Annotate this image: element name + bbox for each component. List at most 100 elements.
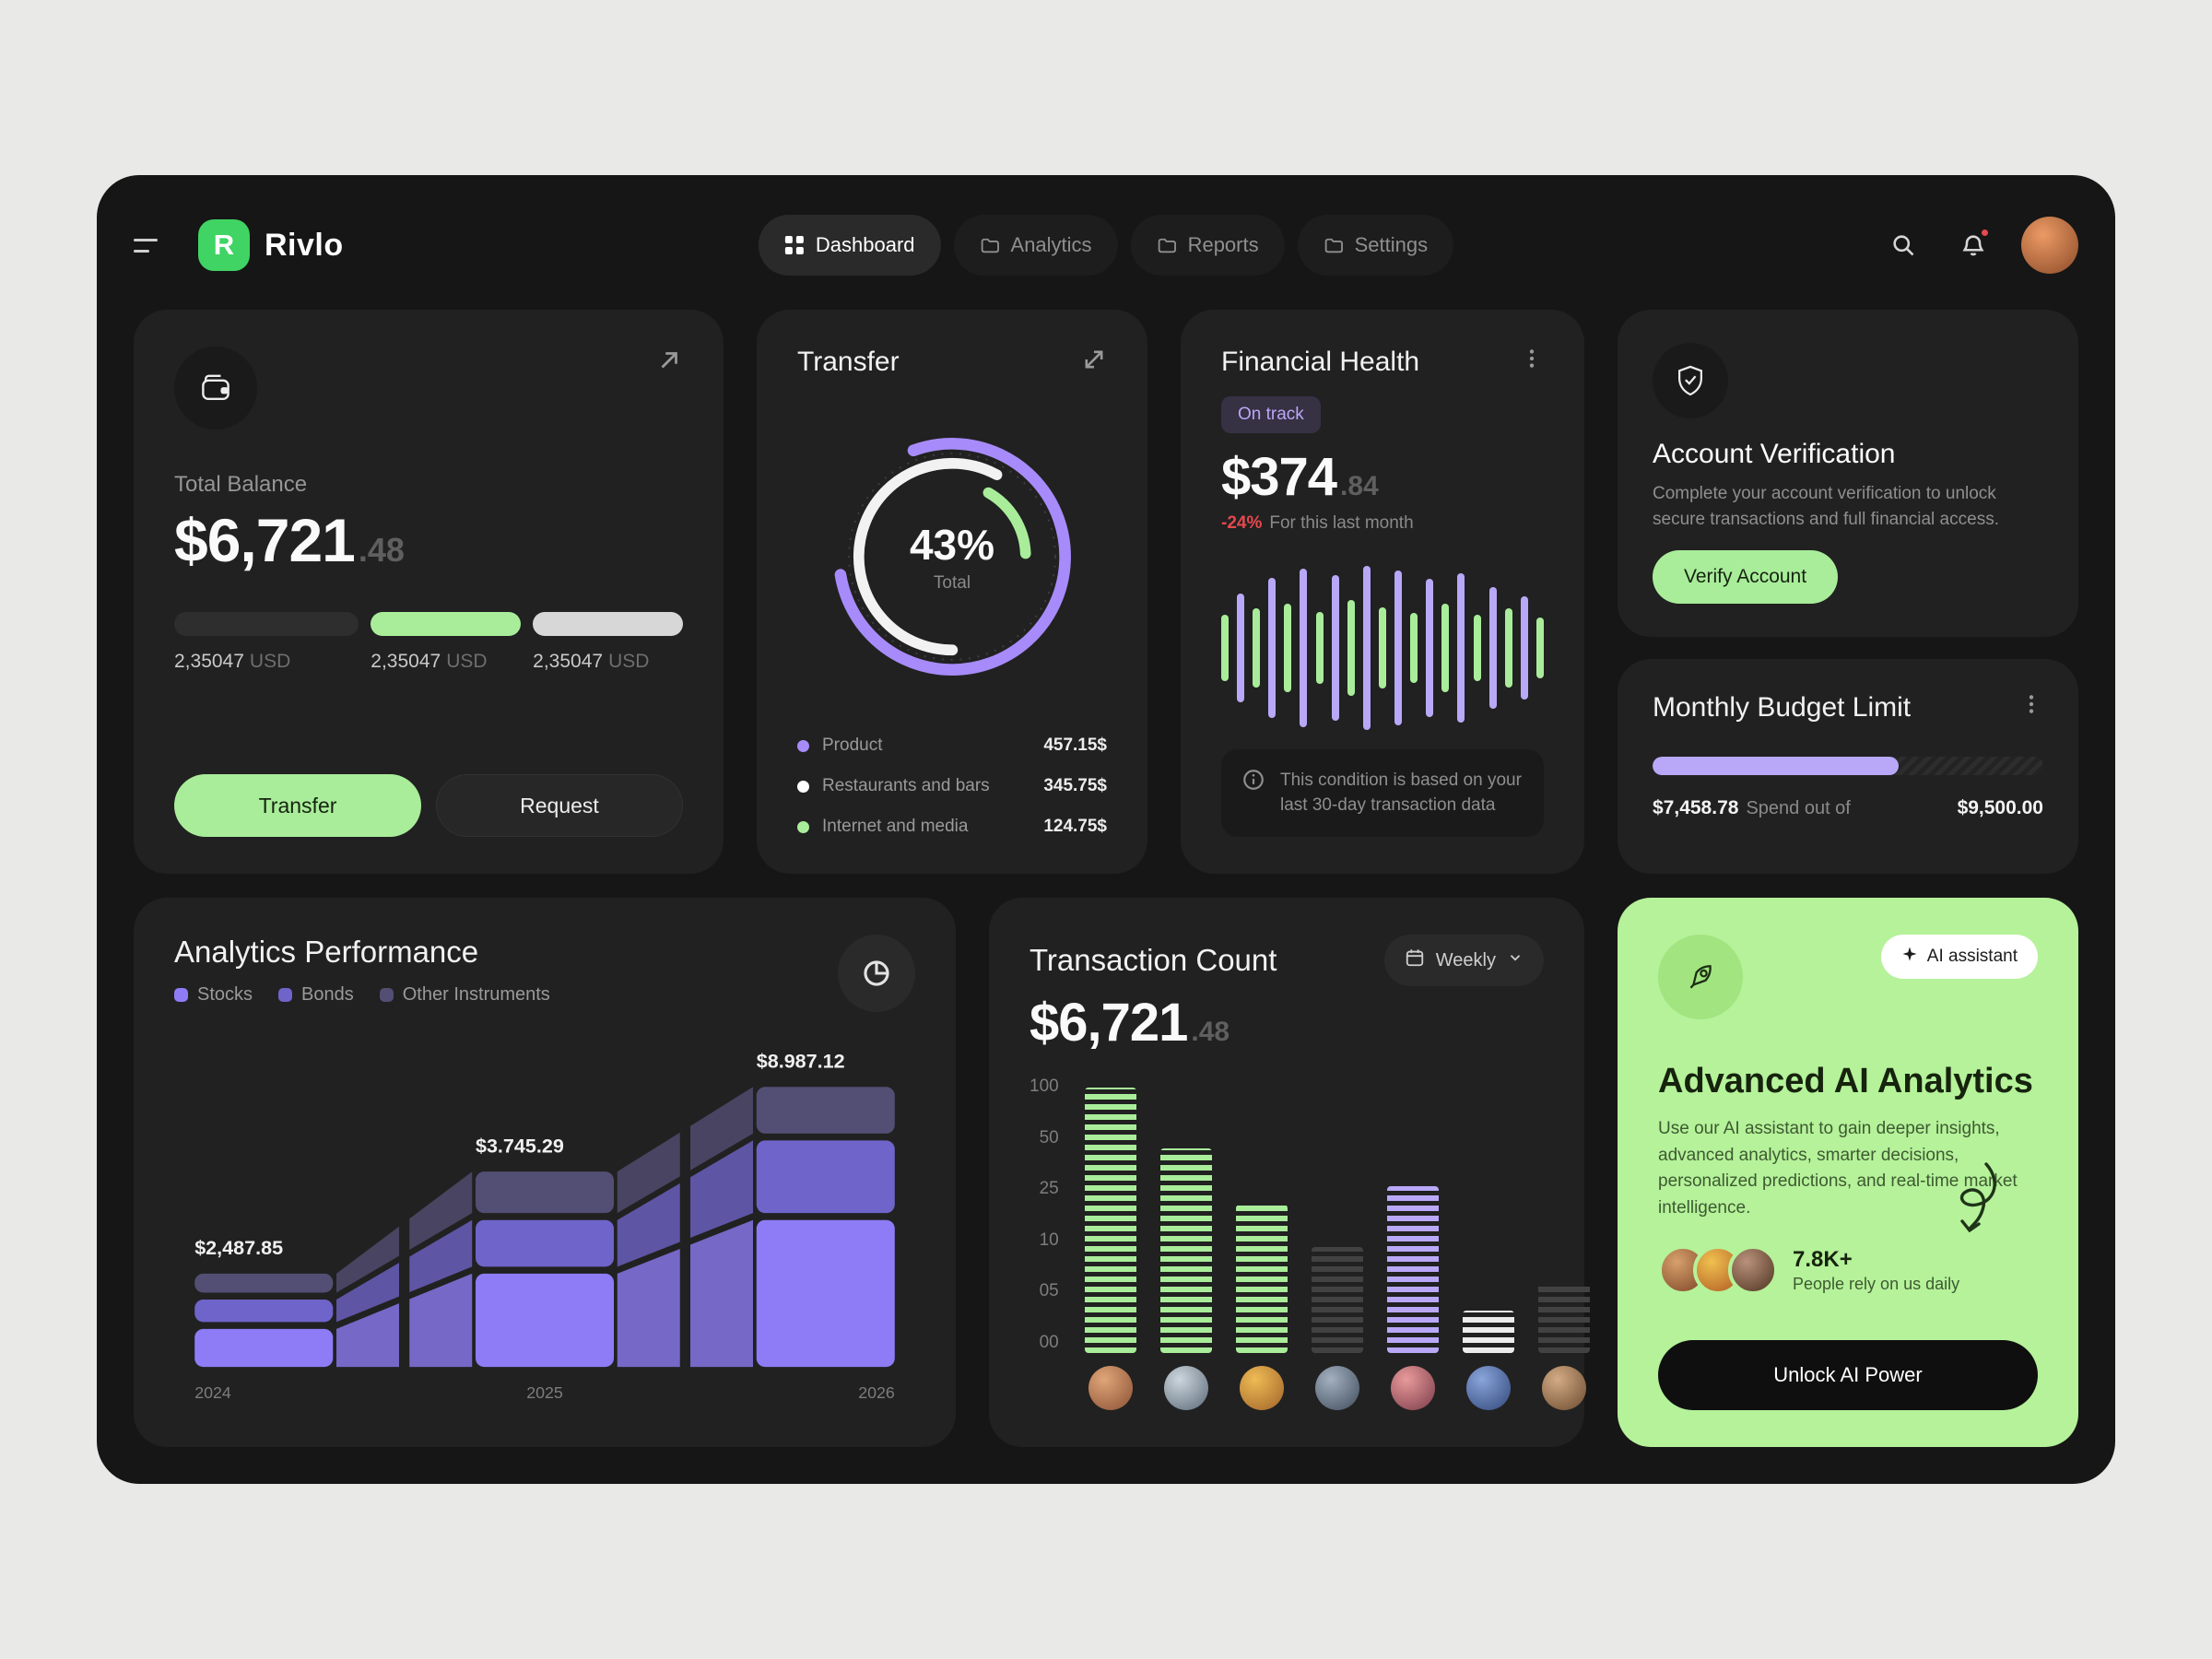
transaction-column	[1537, 1282, 1590, 1410]
tab-reports[interactable]: Reports	[1130, 215, 1285, 276]
wave-bar	[1284, 604, 1292, 692]
transactions-title: Transaction Count	[1030, 943, 1277, 977]
kebab-menu-icon[interactable]	[1520, 347, 1544, 375]
wave-bar	[1362, 566, 1371, 730]
wave-bar	[1410, 613, 1418, 683]
donut-caption: Total	[933, 573, 971, 593]
segment-value: 2,35047 USD	[533, 651, 650, 672]
profile-avatar[interactable]	[2021, 217, 2078, 274]
rocket-icon	[1658, 935, 1743, 1019]
wave-bar	[1457, 573, 1465, 723]
notification-dot	[1979, 227, 1991, 239]
analytics-performance-card: Analytics Performance Stocks Bonds Other I…	[134, 898, 956, 1447]
request-button[interactable]: Request	[436, 774, 683, 837]
wave-bar	[1378, 607, 1386, 688]
ai-analytics-card: AI assistant Advanced AI Analytics Use o…	[1618, 898, 2078, 1447]
wallet-icon	[174, 347, 257, 429]
transaction-count-card: Transaction Count Weekly $6,721.48	[989, 898, 1590, 1447]
logo-mark: R	[198, 219, 250, 271]
transfer-card: Transfer 43%	[757, 310, 1147, 874]
tab-label: Analytics	[1010, 233, 1092, 256]
svg-text:2024: 2024	[194, 1383, 231, 1402]
legend-item: Restaurants and bars 345.75$	[797, 776, 1107, 796]
wave-bar	[1237, 594, 1245, 702]
tab-analytics[interactable]: Analytics	[953, 215, 1118, 276]
top-nav: R Rivlo Dashboard Analytics	[134, 203, 2078, 288]
budget-limit: $9,500.00	[1957, 797, 2043, 819]
y-tick: 25	[1039, 1179, 1059, 1199]
info-icon	[1241, 768, 1265, 796]
verify-account-button[interactable]: Verify Account	[1653, 550, 1839, 605]
unlock-ai-button[interactable]: Unlock AI Power	[1658, 1340, 2038, 1410]
total-balance-card: Total Balance $6,721.48 2,35047 USD 2,350…	[134, 310, 724, 874]
kebab-menu-icon[interactable]	[2019, 692, 2043, 721]
open-arrow-icon[interactable]	[655, 347, 683, 379]
transfer-button[interactable]: Transfer	[174, 774, 421, 837]
transfer-title: Transfer	[797, 347, 900, 377]
sparkle-icon	[1901, 946, 1918, 968]
y-tick: 50	[1039, 1127, 1059, 1147]
budget-spent: $7,458.78 Spend out of	[1653, 797, 1851, 819]
user-avatar[interactable]	[1390, 1366, 1435, 1410]
shield-icon	[1653, 343, 1728, 418]
legend-value: 345.75$	[1043, 776, 1107, 795]
wave-bar	[1441, 604, 1450, 692]
folder-icon	[1324, 235, 1344, 255]
ai-stat-caption: People rely on us daily	[1793, 1274, 1960, 1293]
user-avatar[interactable]	[1239, 1366, 1284, 1410]
budget-progress-fill	[1653, 757, 1900, 776]
segment-light	[533, 612, 683, 636]
user-avatar[interactable]	[1465, 1366, 1511, 1410]
balance-amount: $6,721.48	[174, 506, 405, 574]
svg-text:2025: 2025	[526, 1383, 563, 1402]
arrow-doodle	[1938, 1159, 2012, 1252]
user-avatar[interactable]	[1163, 1366, 1208, 1410]
status-badge: On track	[1221, 396, 1321, 433]
brand-name: Rivlo	[265, 227, 344, 263]
ai-avatars	[1658, 1245, 1778, 1295]
svg-text:$2,487.85: $2,487.85	[194, 1236, 283, 1259]
user-avatar[interactable]	[1088, 1366, 1133, 1410]
tab-label: Dashboard	[815, 233, 915, 256]
balance-segments	[174, 612, 683, 636]
tab-settings[interactable]: Settings	[1297, 215, 1454, 276]
user-avatar[interactable]	[1314, 1366, 1359, 1410]
transaction-bar	[1311, 1247, 1363, 1353]
legend-label: Product	[822, 735, 883, 755]
legend-label: Internet and media	[822, 817, 969, 836]
app-window: R Rivlo Dashboard Analytics	[97, 175, 2115, 1484]
period-dropdown[interactable]: Weekly	[1383, 935, 1544, 986]
analytics-legend-item: Other Instruments	[379, 984, 550, 1006]
wave-bar	[1473, 615, 1481, 681]
monthly-budget-card: Monthly Budget Limit $7,458.78 Spend out …	[1618, 659, 2078, 874]
ai-assistant-badge[interactable]: AI assistant	[1880, 935, 2038, 979]
transaction-bar	[1159, 1148, 1212, 1353]
search-icon[interactable]	[1881, 223, 1925, 267]
menu-icon[interactable]	[134, 225, 174, 265]
transactions-amount: $6,721.48	[1030, 993, 1230, 1053]
expand-icon[interactable]	[1081, 347, 1107, 377]
nav-tabs: Dashboard Analytics Reports	[758, 215, 1454, 276]
health-waveform	[1221, 558, 1544, 738]
notifications-bell-icon[interactable]	[1951, 223, 1995, 267]
tab-dashboard[interactable]: Dashboard	[758, 215, 941, 276]
grid-icon	[784, 235, 805, 255]
chart-options-icon[interactable]	[838, 935, 915, 1012]
transaction-column	[1235, 1205, 1288, 1410]
budget-progress	[1653, 757, 2043, 776]
donut-chart: 43% Total	[818, 422, 1087, 691]
wave-bar	[1488, 587, 1497, 709]
segment-value: 2,35047 USD	[371, 651, 488, 672]
health-note: This condition is based on your last 30-…	[1221, 748, 1544, 837]
legend-value: 124.75$	[1043, 817, 1107, 836]
calendar-icon	[1405, 947, 1425, 973]
analytics-legend-item: Stocks	[174, 984, 253, 1006]
wave-bar	[1221, 615, 1229, 681]
svg-text:$8.987.12: $8.987.12	[757, 1050, 845, 1073]
transaction-bar	[1462, 1311, 1514, 1353]
user-avatar[interactable]	[1541, 1366, 1586, 1410]
wave-bar	[1315, 612, 1324, 684]
transaction-column	[1084, 1088, 1136, 1410]
analytics-legend: Stocks Bonds Other Instruments	[174, 984, 550, 1006]
logo[interactable]: R Rivlo	[198, 219, 344, 271]
